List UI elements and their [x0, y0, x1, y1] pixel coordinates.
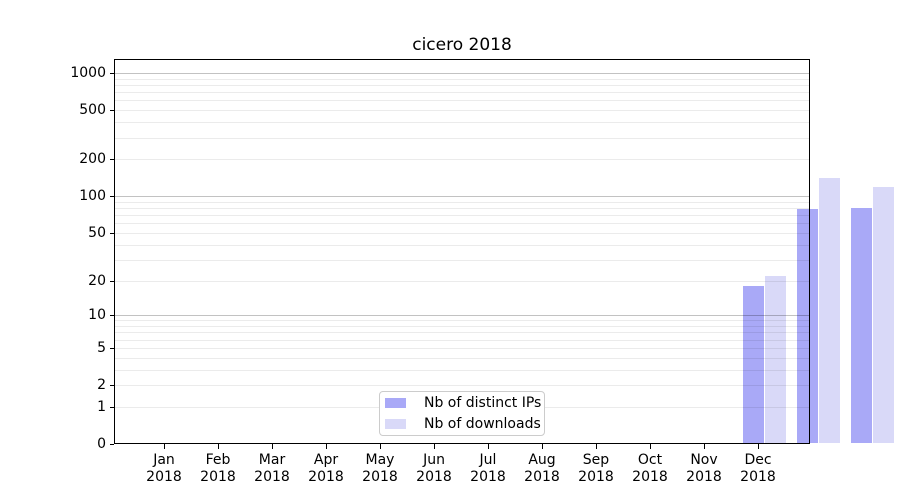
- y-tick-label: 10: [88, 307, 106, 324]
- gridline: [115, 159, 809, 161]
- y-tick-mark: [110, 406, 114, 408]
- x-tick-label: Aug 2018: [524, 452, 560, 485]
- x-tick-mark: [380, 444, 381, 449]
- y-tick-mark: [110, 347, 114, 349]
- x-tick-label: May 2018: [362, 452, 398, 485]
- y-tick-mark: [110, 73, 114, 75]
- y-tick-mark: [110, 159, 114, 161]
- x-tick-label: Jan 2018: [146, 452, 182, 485]
- axes-frame: [114, 59, 810, 444]
- x-tick-mark: [596, 444, 597, 449]
- gridline: [115, 259, 809, 261]
- gridline: [115, 232, 809, 234]
- gridline: [115, 110, 809, 112]
- y-tick-label: 20: [88, 272, 106, 289]
- gridline: [115, 201, 809, 203]
- x-tick-label: Dec 2018: [740, 452, 776, 485]
- gridline: [115, 320, 809, 322]
- bar-distinct-ips: [850, 208, 872, 443]
- legend-item-downloads: Nb of downloads: [385, 416, 541, 432]
- y-tick-mark: [110, 385, 114, 387]
- gridline: [115, 215, 809, 217]
- y-tick-label: 200: [79, 151, 106, 168]
- x-tick-label: Jun 2018: [416, 452, 452, 485]
- gridline: [115, 78, 809, 80]
- x-tick-mark: [218, 444, 219, 449]
- gridline: [115, 315, 809, 317]
- x-tick-label: Mar 2018: [254, 452, 290, 485]
- bar-downloads: [818, 178, 840, 443]
- x-tick-mark: [488, 444, 489, 449]
- x-tick-label: Jul 2018: [470, 452, 506, 485]
- gridline: [115, 357, 809, 359]
- bar-downloads: [764, 275, 786, 443]
- gridline: [115, 73, 809, 75]
- gridline: [115, 280, 809, 282]
- bar-downloads: [872, 186, 894, 443]
- bar-distinct-ips: [742, 285, 764, 443]
- y-tick-label: 100: [79, 188, 106, 205]
- y-tick-label: 2: [97, 377, 106, 394]
- legend-swatch-distinct-ips: [385, 398, 406, 408]
- gridline: [115, 85, 809, 87]
- gridline: [115, 122, 809, 124]
- bar-distinct-ips: [796, 209, 818, 443]
- y-tick-mark: [110, 444, 114, 445]
- legend-swatch-downloads: [385, 419, 406, 429]
- gridline: [115, 347, 809, 349]
- x-tick-mark: [326, 444, 327, 449]
- gridline: [115, 92, 809, 94]
- y-tick-mark: [110, 196, 114, 198]
- gridline: [115, 244, 809, 246]
- x-tick-mark: [542, 444, 543, 449]
- y-tick-label: 0: [97, 436, 106, 452]
- y-tick-mark: [110, 280, 114, 282]
- legend-label-downloads: Nb of downloads: [424, 416, 541, 432]
- gridline: [115, 339, 809, 341]
- y-tick-mark: [110, 315, 114, 317]
- x-tick-mark: [434, 444, 435, 449]
- x-tick-label: Nov 2018: [686, 452, 722, 485]
- legend-item-distinct-ips: Nb of distinct IPs: [385, 395, 541, 411]
- y-tick-mark: [110, 232, 114, 234]
- y-tick-mark: [110, 110, 114, 112]
- legend-label-distinct-ips: Nb of distinct IPs: [424, 395, 542, 411]
- y-tick-label: 1: [97, 398, 106, 415]
- x-tick-label: Feb 2018: [200, 452, 236, 485]
- x-tick-mark: [758, 444, 759, 449]
- y-tick-label: 1000: [70, 65, 106, 82]
- y-tick-label: 5: [97, 339, 106, 356]
- gridline: [115, 385, 809, 387]
- x-tick-mark: [704, 444, 705, 449]
- x-tick-mark: [272, 444, 273, 449]
- gridline: [115, 223, 809, 225]
- x-tick-label: Apr 2018: [308, 452, 344, 485]
- y-tick-label: 500: [79, 102, 106, 119]
- y-tick-label: 50: [88, 224, 106, 241]
- chart-title: cicero 2018: [412, 35, 512, 55]
- gridline: [115, 332, 809, 334]
- gridline: [115, 137, 809, 139]
- x-tick-label: Sep 2018: [578, 452, 614, 485]
- legend: Nb of distinct IPs Nb of downloads: [379, 391, 545, 436]
- gridline: [115, 369, 809, 371]
- x-tick-mark: [650, 444, 651, 449]
- gridline: [115, 208, 809, 210]
- plot-area: [114, 59, 894, 444]
- gridline: [115, 196, 809, 198]
- gridline: [115, 326, 809, 328]
- x-tick-label: Oct 2018: [632, 452, 668, 485]
- gridline: [115, 100, 809, 102]
- x-tick-mark: [164, 444, 165, 449]
